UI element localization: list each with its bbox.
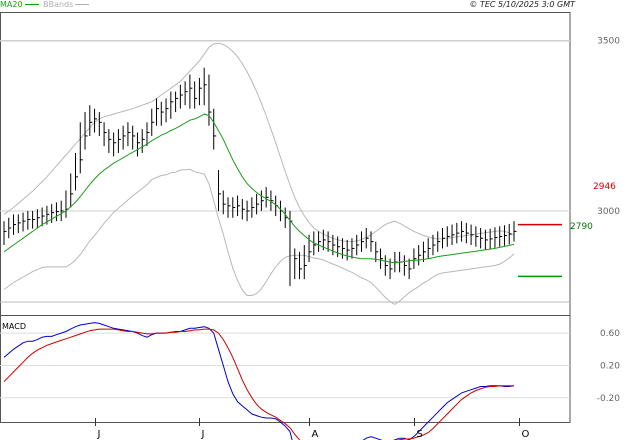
legend-ma20-label: MA20 bbox=[0, 0, 23, 9]
x-tick-label: J bbox=[201, 429, 205, 440]
support-label: 2790 bbox=[570, 222, 593, 232]
price-y-tick-label: 3500 bbox=[597, 36, 620, 46]
price-y-tick-label: 3000 bbox=[597, 207, 620, 217]
chart-legend: MA20 BBands bbox=[0, 0, 91, 10]
resistance-label: 2946 bbox=[593, 182, 616, 192]
macd-y-tick-label: 0.20 bbox=[600, 361, 620, 371]
x-tick-label: S bbox=[417, 429, 423, 440]
macd-signal-line bbox=[3, 328, 514, 440]
price-panel-frame bbox=[0, 12, 571, 316]
x-tick-label: O bbox=[522, 429, 530, 440]
legend-bbands-label: BBands bbox=[43, 0, 74, 9]
x-tick-label: J bbox=[97, 429, 101, 440]
bbands-upper-line bbox=[3, 42, 515, 243]
macd-line bbox=[3, 322, 515, 440]
bbands-lower-line bbox=[3, 168, 515, 305]
legend-ma20-swatch bbox=[24, 4, 39, 5]
x-tick-label: A bbox=[312, 429, 319, 440]
copyright-notice: © TEC 5/10/2025 3:0 GMT bbox=[469, 0, 575, 9]
macd-y-tick-label: 0.60 bbox=[600, 329, 620, 339]
ma20-line bbox=[3, 113, 515, 264]
macd-y-tick-label: -0.20 bbox=[597, 394, 621, 404]
macd-title: MACD bbox=[2, 322, 26, 331]
legend-bbands-swatch bbox=[75, 4, 90, 5]
